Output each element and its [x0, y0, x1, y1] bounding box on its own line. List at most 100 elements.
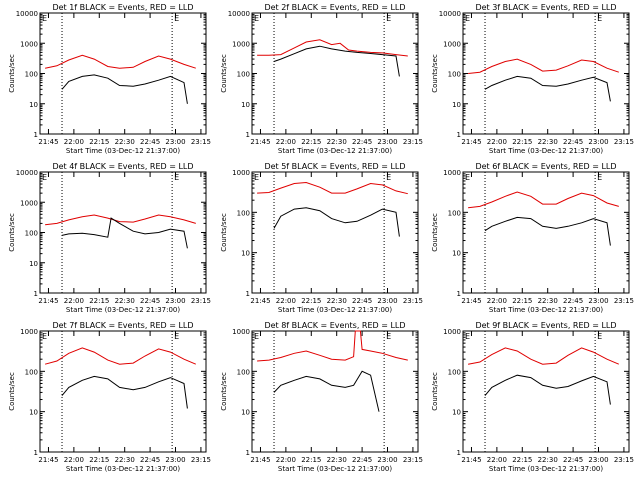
y-tick-label: 100 [448, 368, 461, 376]
y-tick-label: 1 [246, 131, 250, 139]
x-tick-label: 23:15 [614, 456, 634, 464]
events-series-line [61, 74, 188, 104]
x-tick-label: 21:45 [461, 138, 481, 146]
chart-panel: Det 2f BLACK = Events, RED = LLD 1 10 100 10… [220, 3, 423, 155]
y-axis-label: Counts/sec [431, 54, 439, 93]
y-axis-label: Counts/sec [431, 372, 439, 411]
lld-series-line [257, 39, 408, 57]
chart-panel: Det 3f BLACK = Events, RED = LLD 1 10 100 10… [431, 3, 634, 155]
y-tick-label: 10 [241, 250, 250, 258]
annotation-label: E [597, 332, 602, 341]
x-tick-label: 22:30 [115, 456, 135, 464]
x-tick-label: 23:15 [403, 297, 423, 305]
x-tick-label: 23:00 [588, 138, 608, 146]
x-tick-label: 22:00 [276, 297, 296, 305]
y-tick-label: 10 [452, 250, 461, 258]
events-series-line [273, 370, 380, 412]
x-tick-label: 21:45 [250, 138, 270, 146]
x-tick-label: 22:45 [140, 297, 160, 305]
y-tick-label: 100 [237, 368, 250, 376]
x-tick-label: 22:00 [64, 456, 84, 464]
y-tick-label: 10000 [16, 10, 38, 18]
y-tick-label: 1000 [443, 328, 461, 336]
chart-panel: Det 1f BLACK = Events, RED = LLD 1 10 100 10… [8, 3, 211, 155]
y-axis-label: Counts/sec [220, 54, 228, 93]
chart-panel: Det 7f BLACK = Events, RED = LLD 1 10 100 10… [8, 321, 211, 473]
chart-title: Det 5f BLACK = Events, RED = LLD [264, 162, 405, 171]
y-tick-label: 10 [452, 101, 461, 109]
y-axis-label: Counts/sec [8, 372, 16, 411]
y-tick-label: 10000 [439, 10, 461, 18]
x-tick-label: 21:45 [461, 297, 481, 305]
x-tick-label: 22:00 [276, 138, 296, 146]
x-tick-label: 21:45 [38, 297, 58, 305]
x-axis-label: Start Time (03-Dec-12 21:37:00) [66, 147, 180, 155]
x-tick-label: 23:15 [191, 297, 211, 305]
y-tick-label: 1000 [232, 40, 250, 48]
x-axis-label: Start Time (03-Dec-12 21:37:00) [66, 306, 180, 314]
x-tick-label: 22:45 [352, 138, 372, 146]
y-tick-label: 1000 [443, 169, 461, 177]
x-tick-label: 22:15 [512, 297, 532, 305]
annotation-label: E [174, 173, 179, 182]
x-tick-label: 22:30 [538, 456, 558, 464]
x-tick-label: 22:15 [89, 297, 109, 305]
annotation-label: E [174, 14, 179, 23]
y-axis-label: Counts/sec [8, 54, 16, 93]
annotation-label: E [465, 173, 470, 182]
plot-frame [39, 171, 207, 294]
x-tick-label: 23:15 [191, 456, 211, 464]
y-tick-label: 100 [25, 71, 38, 79]
y-axis-label: Counts/sec [8, 213, 16, 252]
x-tick-label: 23:15 [191, 138, 211, 146]
annotation-label: E [254, 14, 259, 23]
plot-frame [39, 330, 207, 453]
x-tick-label: 22:30 [538, 297, 558, 305]
annotation-label: E [597, 14, 602, 23]
y-tick-label: 100 [448, 71, 461, 79]
annotation-label: E [386, 14, 391, 23]
annotation-label: E [42, 14, 47, 23]
x-tick-label: 22:45 [563, 456, 583, 464]
y-tick-label: 100 [448, 209, 461, 217]
x-tick-label: 22:00 [64, 138, 84, 146]
y-tick-label: 1000 [232, 328, 250, 336]
x-tick-label: 21:45 [250, 297, 270, 305]
chart-panel: Det 5f BLACK = Events, RED = LLD 1 10 100 10… [220, 162, 423, 314]
chart-panel: Det 9f BLACK = Events, RED = LLD 1 10 100 10… [431, 321, 634, 473]
annotation-label: E [597, 173, 602, 182]
events-series-line [484, 75, 611, 102]
x-tick-label: 22:30 [538, 138, 558, 146]
y-tick-label: 10 [29, 260, 38, 268]
x-tick-label: 21:45 [38, 456, 58, 464]
chart-panel: Det 6f BLACK = Events, RED = LLD 1 10 100 10… [431, 162, 634, 314]
y-tick-label: 1000 [232, 169, 250, 177]
y-tick-label: 10 [241, 409, 250, 417]
lld-series-line [45, 214, 196, 226]
annotation-label: E [174, 332, 179, 341]
annotation-label: E [254, 332, 259, 341]
lld-series-line [468, 347, 619, 365]
y-tick-label: 100 [237, 209, 250, 217]
x-tick-label: 22:45 [563, 297, 583, 305]
y-tick-label: 1 [34, 290, 38, 298]
x-tick-label: 22:15 [301, 138, 321, 146]
plot-frame [462, 330, 630, 453]
y-tick-label: 100 [25, 368, 38, 376]
events-series-line [61, 217, 188, 249]
plot-frame [251, 12, 419, 135]
x-tick-label: 23:15 [614, 138, 634, 146]
x-tick-label: 22:45 [140, 456, 160, 464]
x-tick-label: 22:15 [512, 138, 532, 146]
y-tick-label: 1 [34, 131, 38, 139]
x-tick-label: 23:00 [588, 297, 608, 305]
x-tick-label: 22:45 [352, 456, 372, 464]
events-series-line [273, 207, 400, 237]
y-tick-label: 10 [241, 101, 250, 109]
x-tick-label: 22:15 [89, 138, 109, 146]
chart-title: Det 6f BLACK = Events, RED = LLD [475, 162, 616, 171]
plot-frame [251, 171, 419, 294]
x-tick-label: 22:00 [487, 456, 507, 464]
x-axis-label: Start Time (03-Dec-12 21:37:00) [278, 465, 392, 473]
y-axis-label: Counts/sec [220, 213, 228, 252]
